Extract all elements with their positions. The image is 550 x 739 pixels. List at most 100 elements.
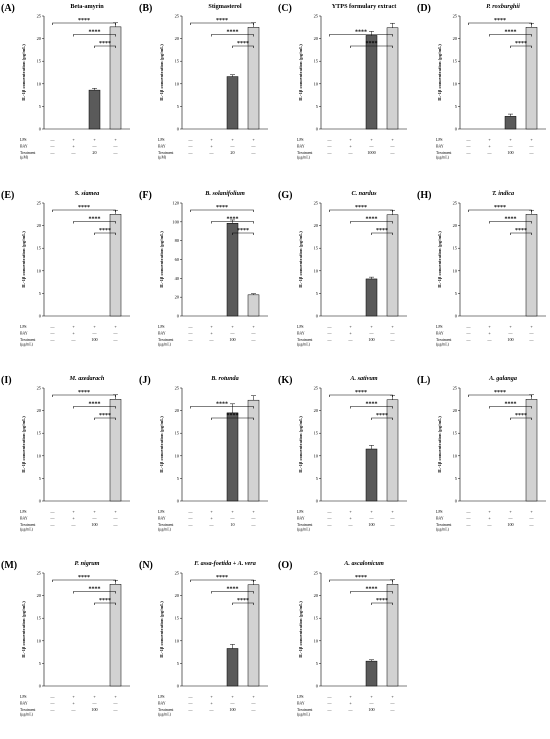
condition-cell: — [389, 516, 395, 521]
condition-cell: — [49, 337, 55, 342]
condition-row-label: Treatment (µg/mL) [297, 338, 313, 346]
condition-cell: — [91, 516, 97, 521]
condition-cell: — [368, 701, 374, 706]
significance-label: **** [376, 228, 388, 234]
y-tick-label: 10 [37, 81, 42, 86]
condition-cell: — [49, 144, 55, 149]
y-tick-label: 20 [175, 408, 180, 413]
condition-cell: + [72, 137, 75, 142]
condition-row-label: BAY [436, 145, 444, 149]
condition-cell: + [530, 137, 533, 142]
y-tick-label: 0 [39, 127, 42, 132]
condition-cell: — [91, 701, 97, 706]
panel-label: (F) [139, 190, 152, 201]
significance-label: **** [355, 575, 367, 581]
condition-cell: — [347, 522, 353, 527]
condition-row-label: BAY [158, 517, 166, 521]
y-tick-label: 20 [453, 36, 458, 41]
panel-e: (E) S. siamea IL-1β concentration (pg/mL) 0… [0, 187, 137, 369]
y-tick-label: 15 [175, 431, 180, 436]
y-tick-label: 5 [39, 661, 42, 666]
condition-cell: — [389, 337, 395, 342]
panel-n: (N) F. assa-foetida + A. vera IL-1β concen… [138, 557, 275, 739]
condition-cell: — [187, 516, 193, 521]
bar [226, 76, 239, 130]
y-tick-label: 25 [314, 571, 319, 576]
bar [386, 27, 399, 130]
y-tick-label: 25 [453, 201, 458, 206]
condition-cell: — [326, 701, 332, 706]
significance-label: **** [216, 18, 228, 24]
condition-cell: + [391, 509, 394, 514]
condition-row-label: Treatment (µg/mL) [297, 708, 313, 716]
condition-cell: — [326, 331, 332, 336]
condition-cell: + [509, 509, 512, 514]
condition-row-label: BAY [158, 332, 166, 336]
chart-title: F. assa-foetida + A. vera [194, 560, 256, 567]
significance-label: **** [355, 390, 367, 396]
y-tick-label: 5 [316, 476, 319, 481]
condition-cell: + [93, 509, 96, 514]
condition-cell: — [70, 337, 76, 342]
y-tick-label: 5 [177, 104, 180, 109]
condition-row-label: LPS [297, 695, 304, 699]
panel-label: (H) [417, 190, 431, 201]
condition-cell: 1000 [367, 150, 375, 155]
condition-cell: + [72, 331, 75, 336]
condition-cell: — [389, 707, 395, 712]
condition-cell: 100 [229, 337, 235, 342]
significance-bracket [350, 406, 393, 409]
condition-cell: — [326, 707, 332, 712]
condition-cell: — [229, 331, 235, 336]
y-tick-label: 20 [37, 593, 42, 598]
condition-row-label: LPS [20, 325, 27, 329]
y-tick-label: 15 [37, 59, 42, 64]
condition-cell: + [349, 509, 352, 514]
significance-bracket [489, 406, 532, 409]
significance-label: **** [505, 216, 517, 222]
condition-cell: — [49, 331, 55, 336]
condition-cell: + [349, 516, 352, 521]
condition-cell: — [112, 150, 118, 155]
y-tick-label: 15 [453, 59, 458, 64]
condition-cell: + [210, 516, 213, 521]
y-tick-label: 5 [316, 661, 319, 666]
condition-cell: — [208, 522, 214, 527]
y-tick-label: 25 [37, 201, 42, 206]
y-axis-label: IL-1β concentration (pg/mL) [21, 44, 26, 101]
significance-label: **** [216, 575, 228, 581]
bar [525, 399, 538, 502]
condition-cell: + [72, 694, 75, 699]
significance-label: **** [237, 598, 249, 604]
condition-cell: + [349, 144, 352, 149]
y-tick-label: 20 [175, 593, 180, 598]
significance-bracket [190, 579, 254, 582]
condition-cell: — [187, 144, 193, 149]
significance-bracket [489, 34, 532, 37]
condition-cell: — [389, 144, 395, 149]
y-axis-label: IL-1β concentration (pg/mL) [21, 231, 26, 288]
condition-cell: 100 [507, 337, 513, 342]
panel-l: (L) A. galanga IL-1β concentration (pg/mL)… [416, 372, 550, 554]
y-tick-label: 5 [177, 661, 180, 666]
y-tick-label: 20 [37, 223, 42, 228]
chart-title: YTPS formulary extract [332, 3, 398, 10]
y-tick-label: 15 [175, 59, 180, 64]
condition-row-label: Treatment (µg/mL) [436, 523, 452, 531]
condition-row-label: LPS [20, 510, 27, 514]
y-tick-label: 20 [175, 36, 180, 41]
condition-cell: + [530, 509, 533, 514]
condition-cell: — [49, 707, 55, 712]
y-axis-label: IL-1β concentration (pg/mL) [298, 601, 303, 658]
significance-bracket [329, 579, 393, 582]
condition-cell: — [112, 144, 118, 149]
y-axis-label: IL-1β concentration (pg/mL) [159, 44, 164, 101]
significance-bracket [52, 22, 116, 25]
condition-cell: — [528, 331, 534, 336]
condition-cell: + [252, 137, 255, 142]
condition-row-label: Treatment (µM) [20, 151, 36, 159]
condition-cell: — [326, 522, 332, 527]
condition-row-label: LPS [297, 510, 304, 514]
chart-title: C. nardus [351, 190, 377, 197]
condition-cell: — [49, 324, 55, 329]
